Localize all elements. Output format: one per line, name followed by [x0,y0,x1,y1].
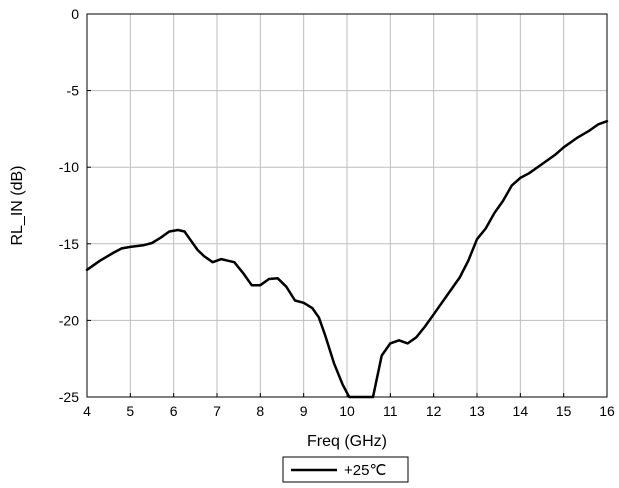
x-tick-label: 14 [513,403,529,419]
x-tick-label: 11 [383,403,398,419]
x-tick-label: 10 [339,403,355,419]
grid [87,14,607,397]
x-tick-label: 6 [170,403,178,419]
x-tick-label: 9 [300,403,308,419]
series-line [85,119,609,399]
x-tick-label: 13 [469,403,485,419]
y-axis-title: RL_IN (dB) [9,165,26,245]
series-layer [85,119,609,399]
x-tick-label: 12 [426,403,442,419]
y-tick-label: -5 [67,83,80,99]
legend: +25℃ [282,456,409,483]
y-tick-label: -15 [59,236,79,252]
x-tick-label: 8 [256,403,264,419]
y-tick-label: 0 [71,6,79,22]
ticks: 4 5 6 7 8 9 10 11 12 13 14 15 16 0 -5 -10 -15 -20 -25 [59,6,615,419]
y-tick-label: -20 [59,312,79,328]
legend-label: +25℃ [344,462,386,479]
x-tick-label: 5 [126,403,134,419]
x-tick-label: 15 [556,403,572,419]
y-tick-label: -10 [59,159,79,175]
x-axis-title: Freq (GHz) [307,433,387,450]
y-tick-label: -25 [59,389,79,405]
x-tick-label: 16 [599,403,615,419]
x-tick-label: 7 [213,403,221,419]
x-tick-label: 4 [83,403,91,419]
